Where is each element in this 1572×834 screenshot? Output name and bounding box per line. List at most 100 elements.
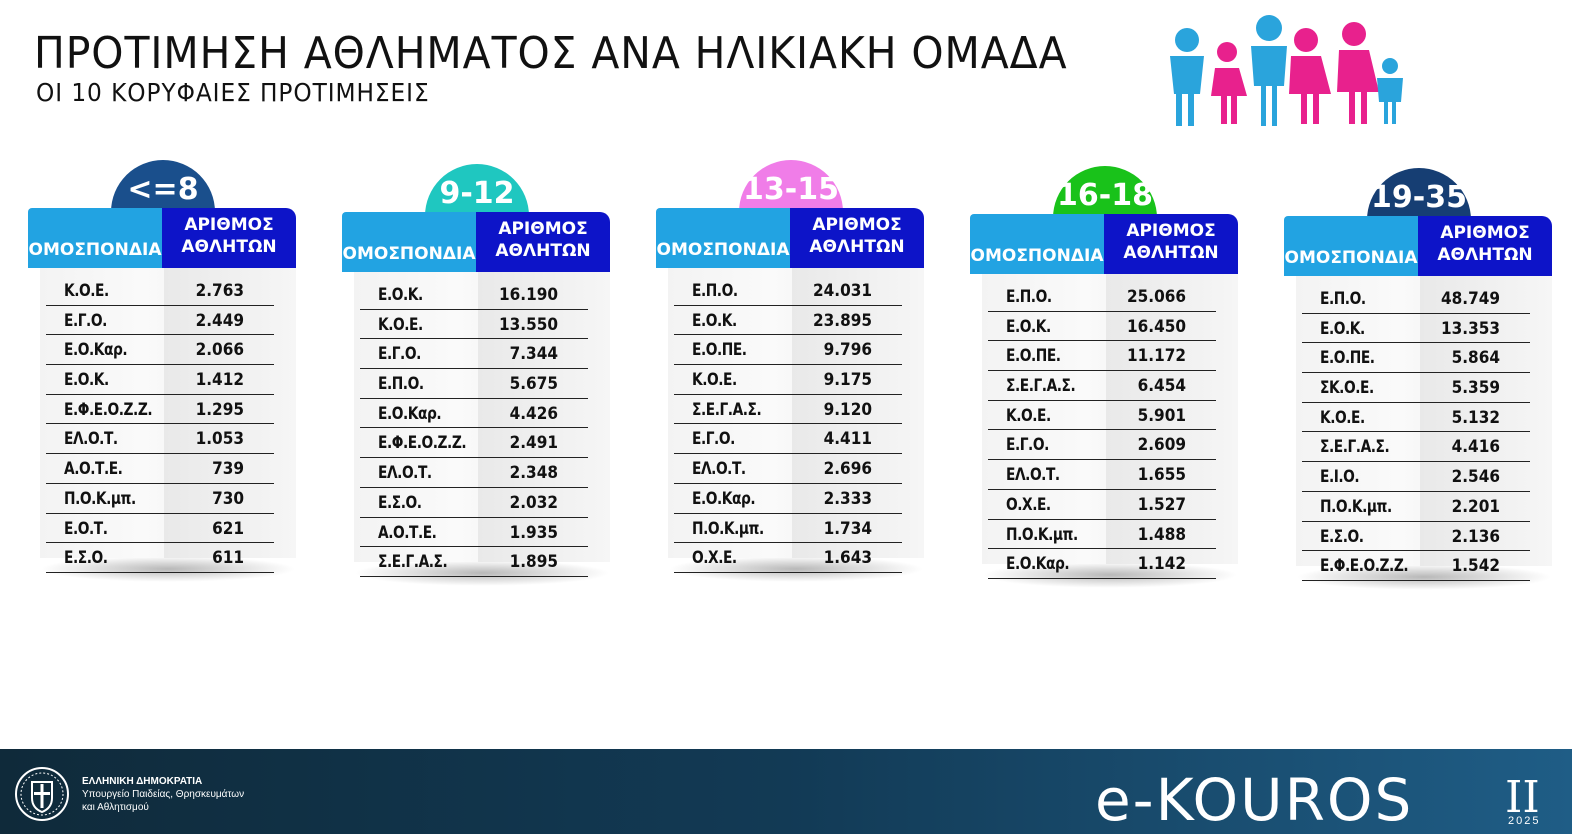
federation-name: Ε.Γ.Ο. bbox=[1006, 435, 1049, 456]
age-group-panel: 16-18 ΟΜΟΣΠΟΝΔΙΑ ΑΡΙΘΜΟΣ ΑΘΛΗΤΩΝ Ε.Π.Ο. 25.06… bbox=[970, 166, 1238, 588]
ranking-row: Α.Ο.Τ.Ε. 739 bbox=[46, 454, 274, 484]
panel-card bbox=[668, 220, 924, 558]
athletes-header-line-2: ΑΘΛΗΤΩΝ bbox=[1123, 243, 1219, 263]
ekouros-logo-roman: II bbox=[1505, 772, 1540, 823]
athlete-count: 2.348 bbox=[509, 463, 558, 484]
gov-line-2: Υπουργείο Παιδείας, Θρησκευμάτων bbox=[82, 789, 245, 800]
athletes-column-header: ΑΡΙΘΜΟΣ ΑΘΛΗΤΩΝ bbox=[162, 208, 296, 268]
athlete-count: 1.895 bbox=[509, 552, 558, 573]
panel-shadow bbox=[668, 556, 924, 582]
panel-shadow bbox=[40, 556, 296, 582]
athlete-count: 1.542 bbox=[1451, 556, 1500, 577]
ranking-row: Ε.Ο.ΠΕ. 9.796 bbox=[674, 335, 902, 366]
athlete-count: 25.066 bbox=[1126, 287, 1186, 307]
ranking-row: Ε.Ο.Κ. 16.190 bbox=[360, 280, 588, 310]
athlete-count: 739 bbox=[212, 459, 244, 480]
ekouros-logo-year: 2025 bbox=[1508, 815, 1541, 827]
panel-card bbox=[1296, 228, 1552, 566]
ranking-row: Κ.Ο.Ε. 5.132 bbox=[1302, 403, 1530, 433]
ranking-row: Ο.Χ.Ε. 1.643 bbox=[674, 543, 902, 573]
federation-name: Κ.Ο.Ε. bbox=[64, 281, 109, 301]
ranking-row: Ε.Γ.Ο. 7.344 bbox=[360, 339, 588, 370]
athlete-count: 1.935 bbox=[509, 522, 558, 543]
athlete-count: 23.895 bbox=[812, 310, 872, 331]
federation-name: Π.Ο.Κ.μπ. bbox=[1006, 524, 1078, 545]
ranking-row: Κ.Ο.Ε. 2.763 bbox=[46, 276, 274, 306]
federation-name: Ε.Σ.Ο. bbox=[378, 492, 422, 513]
federation-name: Σ.Ε.Γ.Α.Σ. bbox=[692, 399, 762, 420]
federation-name: ΣΚ.Ο.Ε. bbox=[1320, 378, 1374, 399]
federation-name: Ε.Π.Ο. bbox=[1320, 289, 1366, 309]
ekouros-logo: e-KOUROS bbox=[1095, 766, 1414, 834]
athlete-count: 2.491 bbox=[509, 433, 558, 454]
federation-name: Ε.Σ.Ο. bbox=[64, 548, 108, 569]
ranking-row: ΕΛ.Ο.Τ. 1.655 bbox=[988, 460, 1216, 490]
ranking-row: ΕΛ.Ο.Τ. 1.053 bbox=[46, 424, 274, 455]
ranking-row: Ε.Ο.Καρ. 4.426 bbox=[360, 399, 588, 429]
ranking-row: Ε.Φ.Ε.Ο.Ζ.Ζ. 2.491 bbox=[360, 428, 588, 459]
athlete-count: 4.426 bbox=[509, 403, 558, 424]
age-group-panel: 19-35 ΟΜΟΣΠΟΝΔΙΑ ΑΡΙΘΜΟΣ ΑΘΛΗΤΩΝ Ε.Π.Ο. 48.74… bbox=[1284, 168, 1552, 590]
federation-column-header: ΟΜΟΣΠΟΝΔΙΑ bbox=[1284, 216, 1418, 276]
page-title: ΠΡΟΤΙΜΗΣΗ ΑΘΛΗΜΑΤΟΣ ΑΝΑ ΗΛΙΚΙΑΚΗ ΟΜΑΔΑ bbox=[34, 28, 1068, 79]
ranking-row: Σ.Ε.Γ.Α.Σ. 9.120 bbox=[674, 395, 902, 425]
page-subtitle: ΟΙ 10 ΚΟΡΥΦΑΙΕΣ ΠΡΟΤΙΜΗΣΕΙΣ bbox=[36, 78, 430, 107]
ranking-row: Ε.Ο.Καρ. 2.333 bbox=[674, 484, 902, 514]
ranking-row: Ε.Ο.ΠΕ. 11.172 bbox=[988, 341, 1216, 372]
athlete-count: 1.527 bbox=[1137, 494, 1186, 515]
federation-name: Ε.Γ.Ο. bbox=[692, 429, 735, 450]
federation-column-header: ΟΜΟΣΠΟΝΔΙΑ bbox=[342, 212, 476, 272]
athlete-count: 1.655 bbox=[1137, 465, 1186, 486]
athletes-column-header: ΑΡΙΘΜΟΣ ΑΘΛΗΤΩΝ bbox=[1418, 216, 1552, 276]
athlete-count: 2.609 bbox=[1137, 435, 1186, 456]
athlete-count: 11.172 bbox=[1126, 346, 1186, 367]
federation-name: Ε.Φ.Ε.Ο.Ζ.Ζ. bbox=[64, 399, 153, 420]
athlete-count: 2.696 bbox=[823, 459, 872, 480]
ranking-row: Ε.Ο.Τ. 621 bbox=[46, 514, 274, 544]
panel-card-right bbox=[1106, 226, 1238, 564]
federation-name: Α.Ο.Τ.Ε. bbox=[378, 522, 437, 543]
ranking-row: Ε.Γ.Ο. 4.411 bbox=[674, 424, 902, 455]
ranking-row: Ε.Ο.Κ. 16.450 bbox=[988, 312, 1216, 342]
athlete-count: 9.175 bbox=[823, 370, 872, 391]
panel-shadow bbox=[1296, 564, 1552, 590]
panel-shadow bbox=[982, 562, 1238, 588]
ranking-row: Ε.Σ.Ο. 2.032 bbox=[360, 488, 588, 518]
federation-column-header: ΟΜΟΣΠΟΝΔΙΑ bbox=[28, 208, 162, 268]
federation-name: Ε.Ο.Καρ. bbox=[64, 340, 128, 361]
federation-name: ΕΛ.Ο.Τ. bbox=[378, 463, 432, 484]
ranking-row: Ε.Π.Ο. 24.031 bbox=[674, 276, 902, 306]
ranking-row: Ε.Π.Ο. 5.675 bbox=[360, 369, 588, 399]
ranking-row: Ε.Ο.Κ. 23.895 bbox=[674, 306, 902, 336]
federation-name: ΕΛ.Ο.Τ. bbox=[64, 429, 118, 450]
athlete-count: 16.190 bbox=[498, 285, 558, 305]
athlete-count: 2.449 bbox=[195, 310, 244, 331]
ranking-row: ΣΚ.Ο.Ε. 5.359 bbox=[1302, 373, 1530, 403]
athlete-count: 2.066 bbox=[195, 340, 244, 361]
ranking-row: Ε.Γ.Ο. 2.449 bbox=[46, 306, 274, 336]
athlete-count: 9.120 bbox=[823, 399, 872, 420]
athletes-header-line-2: ΑΘΛΗΤΩΝ bbox=[1437, 245, 1533, 265]
athletes-column-header: ΑΡΙΘΜΟΣ ΑΘΛΗΤΩΝ bbox=[476, 212, 610, 272]
panel-card-right bbox=[164, 220, 296, 558]
federation-name: Σ.Ε.Γ.Α.Σ. bbox=[1320, 437, 1390, 458]
athlete-count: 5.132 bbox=[1451, 407, 1500, 428]
athlete-count: 13.353 bbox=[1440, 318, 1500, 339]
athlete-count: 24.031 bbox=[812, 281, 872, 301]
athletes-header-line-1: ΑΡΙΘΜΟΣ bbox=[1126, 221, 1216, 241]
athlete-count: 2.333 bbox=[823, 488, 872, 509]
ranking-row: Π.Ο.Κ.μπ. 1.734 bbox=[674, 514, 902, 544]
federation-name: Π.Ο.Κ.μπ. bbox=[692, 518, 764, 539]
federation-name: Ε.Π.Ο. bbox=[378, 374, 424, 395]
gov-line-1: ΕΛΛΗΝΙΚΗ ΔΗΜΟΚΡΑΤΙΑ bbox=[82, 776, 203, 787]
federation-name: Ε.Ο.Κ. bbox=[64, 370, 109, 391]
athlete-count: 5.901 bbox=[1137, 405, 1186, 426]
federation-name: Ε.Φ.Ε.Ο.Ζ.Ζ. bbox=[1320, 556, 1409, 577]
federation-column-header: ΟΜΟΣΠΟΝΔΙΑ bbox=[656, 208, 790, 268]
ranking-row: Κ.Ο.Ε. 9.175 bbox=[674, 365, 902, 395]
ranking-row: Ε.Ο.Κ. 13.353 bbox=[1302, 314, 1530, 344]
panel-card bbox=[354, 224, 610, 562]
athlete-count: 16.450 bbox=[1126, 316, 1186, 337]
athlete-count: 730 bbox=[212, 488, 244, 509]
federation-name: Ε.Γ.Ο. bbox=[378, 344, 421, 365]
